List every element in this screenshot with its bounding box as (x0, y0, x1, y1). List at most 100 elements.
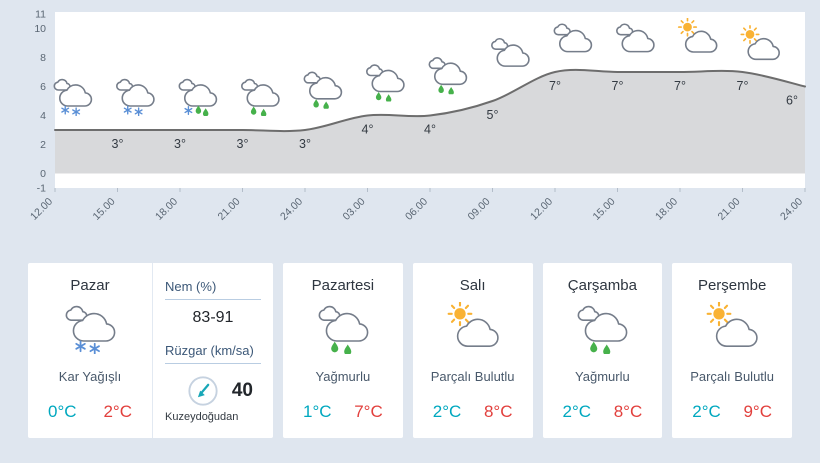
temperature-line (54, 68, 806, 133)
x-axis-label: 15.00 (91, 196, 118, 223)
condition-text: Kar Yağışlı (58, 369, 122, 384)
day-card-carsamba[interactable]: Çarşamba Yağmurlu 2°C 8°C (542, 263, 663, 438)
day-name: Çarşamba (567, 277, 637, 294)
svg-text:7°: 7° (737, 79, 749, 93)
max-temp: 7°C (354, 402, 383, 421)
svg-text:2: 2 (40, 139, 46, 151)
daily-forecast-row: Pazar Kar Yağışlı 0°C 2°C Nem (%) 83-91 … (28, 263, 792, 438)
svg-text:11: 11 (35, 9, 46, 21)
temps-row: 0°C 2°C (28, 402, 152, 422)
svg-text:6°: 6° (786, 94, 798, 108)
max-temp: 2°C (103, 402, 132, 421)
svg-text:8: 8 (40, 52, 46, 64)
svg-text:7°: 7° (549, 79, 561, 93)
sleet-icon (179, 80, 216, 116)
weather-icon-box (543, 304, 663, 356)
x-axis-label: 12.00 (28, 196, 55, 223)
wind-value: 40 (231, 380, 253, 401)
condition-text: Parçalı Bulutlu (690, 369, 775, 384)
svg-text:4: 4 (40, 110, 46, 122)
rain-icon (367, 65, 404, 102)
x-axis-label: 03.00 (341, 196, 368, 223)
x-axis-label: 18.00 (153, 196, 180, 223)
day-name: Salı (459, 277, 486, 294)
y-axis: 11 10 8 6 4 2 0 -1 (34, 9, 46, 195)
day-summary: Pazar Kar Yağışlı 0°C 2°C (28, 263, 153, 438)
x-axis-label: 15.00 (591, 196, 618, 223)
day-card-sali[interactable]: Salı Parçalı Bulutlu 2°C 8°C (412, 263, 533, 438)
snow-icon (64, 302, 116, 355)
svg-text:4°: 4° (362, 123, 374, 137)
rain-icon (576, 302, 628, 355)
x-axis-label: 12.00 (528, 196, 555, 223)
x-axis-label: 18.00 (653, 196, 680, 223)
day-card-persembe[interactable]: Perşembe Parçalı Bulutlu 2°C 9°C (672, 263, 792, 438)
x-axis: 12.00 15.00 18.00 21.00 24.00 03.00 06.00 09.00… (28, 188, 806, 223)
svg-text:4°: 4° (424, 123, 436, 137)
min-temp: 0°C (48, 402, 77, 421)
rain-icon (317, 302, 369, 355)
day-name: Pazartesi (311, 277, 375, 294)
weather-icon-box (672, 300, 792, 356)
rain-icon (429, 58, 466, 95)
temps-row: 2°C 9°C (672, 402, 792, 422)
x-axis-label: 21.00 (716, 196, 743, 223)
max-temp: 8°C (613, 402, 643, 421)
temps-row: 1°C 7°C (283, 402, 403, 422)
sun-cloud-icon (447, 300, 499, 354)
max-temp: 9°C (743, 402, 772, 421)
rain-icon (242, 80, 279, 116)
temps-row: 2°C 8°C (413, 402, 533, 422)
temps-row: 2°C 8°C (543, 402, 663, 422)
cloud-icon (492, 39, 529, 66)
svg-text:10: 10 (34, 23, 46, 35)
wind-direction: Kuzeydoğudan (165, 411, 239, 423)
svg-text:3°: 3° (237, 137, 249, 151)
snow-icon (117, 80, 154, 116)
condition-text: Yağmurlu (575, 369, 630, 384)
svg-text:-1: -1 (37, 183, 46, 195)
min-temp: 2°C (432, 402, 462, 421)
snow-icon (54, 80, 91, 116)
point-temperature-labels: 3° 3° 3° 3° 4° 4° 5° 7° 7° 7° 7° 6° (112, 79, 798, 151)
humidity-label: Nem (%) (165, 279, 261, 300)
svg-text:7°: 7° (674, 79, 686, 93)
sun-cloud-icon (740, 25, 779, 60)
x-axis-label: 24.00 (778, 196, 805, 223)
x-axis-label: 21.00 (216, 196, 243, 223)
condition-text: Yağmurlu (315, 369, 371, 384)
svg-text:5°: 5° (487, 108, 499, 122)
min-temp: 2°C (562, 402, 592, 421)
x-axis-label: 24.00 (278, 196, 305, 223)
day-card-pazar[interactable]: Pazar Kar Yağışlı 0°C 2°C Nem (%) 83-91 … (28, 263, 273, 438)
min-temp: 2°C (692, 402, 721, 421)
min-temp: 1°C (303, 402, 332, 421)
condition-text: Parçalı Bulutlu (430, 369, 515, 384)
sun-cloud-icon (706, 300, 758, 354)
sun-cloud-icon (677, 18, 717, 52)
svg-text:3°: 3° (299, 137, 311, 151)
wind-label: Rüzgar (km/sa) (165, 343, 261, 364)
humidity-value: 83-91 (192, 309, 234, 326)
weather-icon-box (283, 304, 403, 356)
x-axis-label: 06.00 (403, 196, 430, 223)
day-details: Nem (%) 83-91 Rüzgar (km/sa) 40 Kuzeydoğ… (153, 263, 273, 438)
rain-icon (304, 72, 341, 109)
day-card-pazartesi[interactable]: Pazartesi Yağmurlu 1°C 7°C (283, 263, 403, 438)
day-name: Perşembe (697, 277, 767, 294)
day-name: Pazar (70, 277, 110, 294)
svg-text:3°: 3° (174, 137, 186, 151)
svg-text:0: 0 (40, 168, 46, 180)
chart-weather-icons (54, 18, 779, 116)
x-axis-label: 09.00 (466, 196, 493, 223)
max-temp: 8°C (483, 402, 513, 421)
compass-arrow-southwest-icon (187, 375, 219, 407)
cloud-icon (617, 24, 654, 51)
weather-icon-box (28, 304, 152, 356)
temperature-area-fill (55, 69, 805, 174)
weather-icon-box (413, 300, 533, 356)
svg-text:6: 6 (40, 81, 46, 93)
hourly-forecast-chart-section: 11 10 8 6 4 2 0 -1 12.00 15.00 18.00 21.00 24.00 03.0… (28, 9, 806, 223)
wind-row: 40 (165, 375, 261, 407)
